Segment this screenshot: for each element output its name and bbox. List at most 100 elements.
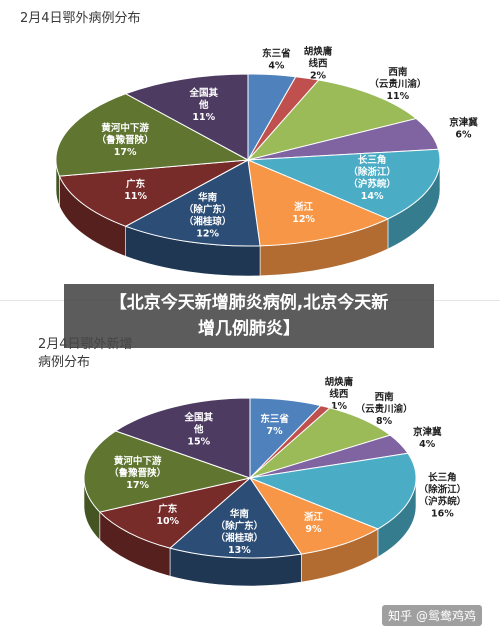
pie-slice-1-7 bbox=[98, 477, 251, 549]
pie-label-text: 京津冀 bbox=[413, 426, 442, 438]
pie-label-1-4: 长三角（除浙江）（沪苏皖）16% bbox=[419, 472, 467, 520]
headline-line1: 【北京今天新增肺炎病例,北京今天新 bbox=[109, 293, 389, 313]
pie-label-text: 东三省 bbox=[262, 47, 291, 59]
pie-label-text: （鲁豫晋陕） bbox=[109, 467, 166, 479]
pie-value-text: 11% bbox=[124, 191, 147, 202]
pie-value-text: 11% bbox=[386, 91, 409, 102]
pie-slice-0-2 bbox=[246, 79, 418, 161]
pie-value-text: 1% bbox=[331, 401, 348, 412]
pie-value-text: 6% bbox=[455, 130, 472, 141]
pie-slice-1-5 bbox=[248, 476, 380, 555]
pie-label-text: （湘桂琼） bbox=[216, 532, 264, 544]
pie-value-text: 17% bbox=[114, 147, 137, 158]
pie-label-text: 华南 bbox=[230, 508, 250, 520]
pie-label-0-2: 西南（云贵川渝）11% bbox=[369, 66, 426, 102]
pie-slice-0-9 bbox=[124, 73, 249, 161]
chart-panel-bottom: 2月4日鄂外新增 病例分布 东三省7%胡焕庸线西1%西南（云贵川渝）8%京津冀4… bbox=[0, 330, 500, 638]
pie-value-text: 8% bbox=[376, 416, 393, 427]
pie-value-text: 7% bbox=[267, 426, 284, 437]
pie-label-text: 京津冀 bbox=[449, 117, 478, 129]
pie-label-text: 胡焕庸 bbox=[304, 45, 333, 57]
pie-label-text: 西南 bbox=[388, 66, 408, 78]
headline-line2: 增几例肺炎】 bbox=[198, 319, 300, 339]
pie-label-text: 胡焕庸 bbox=[325, 376, 354, 388]
pie-value-text: 4% bbox=[268, 60, 285, 71]
pie-slice-0-7 bbox=[58, 159, 249, 227]
pie-label-text: 西南 bbox=[375, 391, 395, 403]
pie-label-text: （除浙江） bbox=[348, 166, 396, 178]
pie-value-text: 10% bbox=[156, 516, 179, 527]
pie-label-1-2: 西南（云贵川渝）8% bbox=[356, 391, 413, 427]
pie-value-text: 13% bbox=[228, 545, 251, 556]
pie-label-text: 黄河中下游 bbox=[114, 455, 162, 467]
pie-label-text: 长三角 bbox=[358, 154, 387, 166]
pie-label-text: （沪苏皖） bbox=[419, 496, 467, 508]
pie-value-text: 12% bbox=[292, 214, 315, 225]
chart-title-bottom-line2: 病例分布 bbox=[38, 355, 91, 370]
pie-label-text: 线西 bbox=[329, 388, 349, 400]
pie-label-text: 黄河中下游 bbox=[101, 122, 149, 134]
pie-label-text: 东三省 bbox=[260, 413, 289, 425]
pie-label-1-8: 黄河中下游（鲁豫晋陕）17% bbox=[109, 455, 166, 491]
pie-label-text: 全国其 bbox=[189, 87, 219, 99]
pie-label-text: （云贵川渝） bbox=[369, 78, 426, 90]
pie-label-text: 广东 bbox=[158, 503, 178, 515]
pie-slice-0-8 bbox=[55, 93, 250, 177]
pie-label-text: 广东 bbox=[126, 178, 146, 190]
pie-label-text: 他 bbox=[198, 99, 209, 111]
pie-value-text: 15% bbox=[187, 437, 210, 448]
pie-label-text: （沪苏皖） bbox=[348, 178, 396, 190]
pie-label-text: （云贵川渝） bbox=[356, 403, 413, 415]
pie-label-text: 长三角 bbox=[428, 472, 457, 484]
pie-label-text: 浙江 bbox=[294, 201, 314, 213]
pie-label-text: 线西 bbox=[309, 57, 329, 69]
pie-value-text: 16% bbox=[431, 509, 454, 520]
pie-slice-0-4 bbox=[247, 148, 441, 220]
pie-label-1-5: 浙江9% bbox=[304, 511, 324, 535]
pie-value-text: 17% bbox=[126, 480, 149, 491]
pie-slice-0-5 bbox=[247, 159, 390, 247]
chart-panel-top: 2月4日鄂外病例分布 东三省 4% 胡焕庸 线西 2% 西南 （云贵川渝） 11% 京津冀 6% 长… bbox=[0, 0, 500, 301]
pie-value-text: 2% bbox=[310, 70, 327, 81]
pie-slice-1-4 bbox=[248, 452, 417, 530]
headline-banner[interactable]: 【北京今天新增肺炎病例,北京今天新 增几例肺炎】 bbox=[64, 284, 434, 348]
pie-value-text: 12% bbox=[196, 229, 219, 240]
pie-label-text: （除广东） bbox=[184, 204, 232, 216]
pie-label-0-8: 黄河中下游（鲁豫晋陕）17% bbox=[97, 122, 154, 158]
pie-label-text: 全国其 bbox=[183, 412, 213, 424]
pie-label-text: （鲁豫晋陕） bbox=[97, 134, 154, 146]
pie-side-walls bbox=[55, 159, 441, 277]
pie-value-text: 4% bbox=[419, 439, 436, 450]
chart-title-top-line1: 2月4日鄂外病例分布 bbox=[20, 11, 141, 26]
pie-label-text: （湘桂琼） bbox=[184, 216, 232, 228]
pie-label-text: 他 bbox=[193, 424, 204, 436]
pie-label-text: 华南 bbox=[198, 192, 218, 204]
pie-label-0-6: 华南（除广东）（湘桂琼）12% bbox=[184, 192, 232, 240]
pie-slice-1-8 bbox=[83, 430, 252, 513]
pie-slice-0-6 bbox=[124, 159, 261, 247]
pie-label-text: （除浙江） bbox=[419, 484, 467, 496]
watermark: 知乎 @鸳鸯鸡鸡 bbox=[382, 605, 482, 626]
pie-label-1-6: 华南（除广东）（湘桂琼）13% bbox=[216, 508, 264, 556]
pie-side-walls bbox=[83, 477, 417, 587]
pie-label-0-4: 长三角（除浙江）（沪苏皖）14% bbox=[348, 154, 396, 202]
pie-value-text: 11% bbox=[192, 112, 215, 123]
pie-label-text: （除广东） bbox=[216, 520, 264, 532]
pie-chart-bottom: 东三省7%胡焕庸线西1%西南（云贵川渝）8%京津冀4%长三角（除浙江）（沪苏皖）… bbox=[83, 376, 467, 587]
pie-value-text: 9% bbox=[305, 524, 322, 535]
pie-value-text: 14% bbox=[361, 191, 384, 202]
pie-slice-1-6 bbox=[168, 477, 303, 559]
chart-title-top: 2月4日鄂外病例分布 bbox=[20, 10, 141, 28]
pie-label-text: 浙江 bbox=[304, 511, 324, 523]
